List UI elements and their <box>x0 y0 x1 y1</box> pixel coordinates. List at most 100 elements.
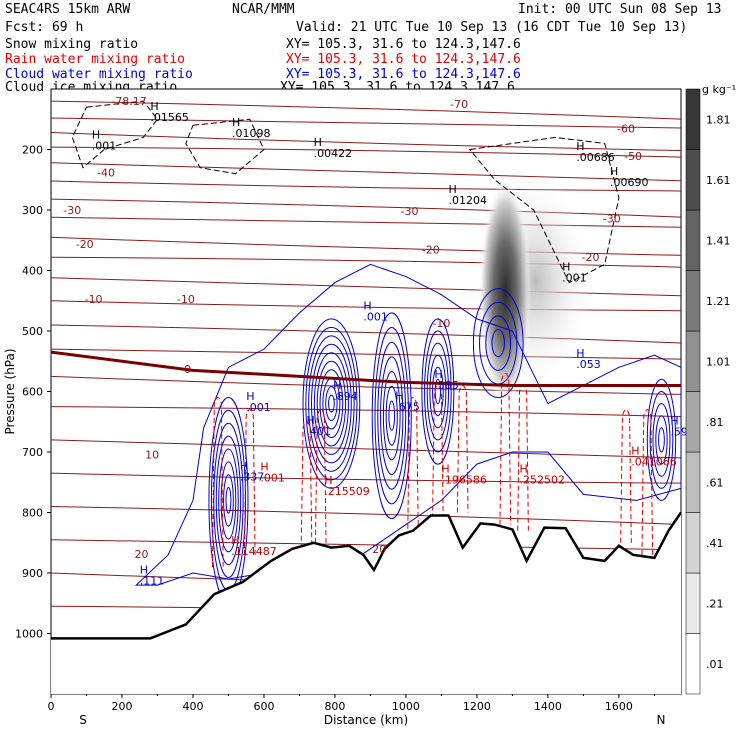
freezing-level-line <box>51 350 681 387</box>
isotherm-line <box>51 505 681 525</box>
isotherm-label: 0 <box>184 363 191 376</box>
cloud-water-contour <box>223 474 234 527</box>
maximum-value-label: .111 <box>140 574 165 587</box>
cloud-water-contour <box>485 315 512 371</box>
cloud-water-contour <box>319 369 344 438</box>
x-axis-title: Distance (km) <box>324 713 408 727</box>
maximum-marker: H <box>441 462 449 475</box>
maximum-value-label: .196586 <box>441 473 487 486</box>
isotherm-line <box>51 100 681 120</box>
colorbar-swatch <box>685 270 701 332</box>
maximum-value-label: .001 <box>246 401 271 414</box>
maximum-marker: H <box>363 300 371 313</box>
cloud-water-contour <box>432 366 444 417</box>
cloud-water-contour <box>658 427 665 453</box>
maximum-marker: H <box>434 368 442 381</box>
valid-time: Valid: 21 UTC Tue 10 Sep 13 (16 CDT Tue … <box>296 20 688 35</box>
rain-water-contour <box>243 409 256 555</box>
maximum-marker: H <box>631 444 639 457</box>
maximum-marker: H <box>324 474 332 487</box>
maximum-value-label: .894 <box>333 390 358 403</box>
isotherm-line <box>51 439 681 459</box>
x-tick-label: 800 <box>324 700 345 713</box>
colorbar-label: .61 <box>706 476 724 489</box>
maximum-value-label: .675 <box>395 400 420 413</box>
field-xy-rain: XY= 105.3, 31.6 to 124.3,147.6 <box>286 52 521 67</box>
maximum-value-label: .053 <box>576 358 601 371</box>
isotherm-label: 10 <box>145 448 159 461</box>
snow-shading-core <box>479 179 532 404</box>
colorbar-label: .01 <box>706 658 724 671</box>
colorbar-swatch <box>685 572 701 634</box>
maximum-value-label: .001 <box>562 271 587 284</box>
x-tick-label: 1400 <box>534 700 562 713</box>
maximum-value-label: .252502 <box>520 473 566 486</box>
cloud-water-contour <box>328 394 335 413</box>
isotherm-line <box>51 117 681 129</box>
isotherm-line <box>51 132 681 152</box>
maximum-marker: H <box>395 389 403 402</box>
y-tick-label: 700 <box>22 446 43 459</box>
maximum-marker: H <box>562 260 570 273</box>
maximum-value-label: .337 <box>240 470 265 483</box>
cloud-ice-contour <box>185 118 265 175</box>
colorbar-swatch <box>685 451 701 513</box>
maximum-marker: H <box>140 563 148 576</box>
maximum-marker: H <box>150 100 158 113</box>
cloud-water-contour <box>655 415 668 465</box>
isotherm-label: -70 <box>450 98 468 111</box>
y-tick-label: 1000 <box>15 628 43 641</box>
colorbar-label: 1.61 <box>706 174 731 187</box>
colorbar-swatch <box>685 391 701 453</box>
colorbar-swatch <box>685 209 701 271</box>
maximum-value-label: .041066 <box>631 455 677 468</box>
cloud-water-contour <box>325 386 338 422</box>
cloud-water-contour <box>388 400 396 431</box>
south-end-label: S <box>79 713 87 727</box>
cloud-water-contour <box>374 327 409 505</box>
maximum-value-label: .01098 <box>232 127 271 140</box>
cloud-water-contour <box>434 378 442 405</box>
maximum-value-label: .00686 <box>576 151 615 164</box>
model-title: SEAC4RS 15km ARW <box>5 2 131 17</box>
colorbar-swatch <box>685 88 701 150</box>
cloud-water-contour <box>429 354 447 429</box>
maximum-marker: H <box>260 461 268 474</box>
cloud-water-contour <box>313 352 349 455</box>
y-tick-label: 800 <box>22 507 43 520</box>
north-end-label: N <box>657 713 666 727</box>
rain-water-contour <box>641 409 654 555</box>
field-name-rain: Rain water mixing ratio <box>5 52 186 67</box>
cloud-water-contour <box>424 330 452 453</box>
maximum-marker: H <box>92 129 100 142</box>
isotherm-line <box>51 216 681 228</box>
cloud-water-contour <box>371 312 412 520</box>
isotherm-label: -20 <box>422 243 440 256</box>
colorbar-unit: g kg⁻¹ <box>702 83 736 96</box>
cloud-water-contour <box>646 378 677 501</box>
cloud-water-contour <box>385 385 398 446</box>
x-tick-label: 200 <box>111 700 132 713</box>
isotherm-label: -60 <box>617 122 635 135</box>
cloud-water-contour <box>225 487 232 514</box>
cloud-ice-contour <box>468 136 620 284</box>
colorbar-label: 1.21 <box>706 295 731 308</box>
isotherm-line <box>51 180 681 192</box>
colorbar-swatch <box>685 512 701 574</box>
isotherm-label: -30 <box>603 212 621 225</box>
rain-water-contour <box>211 397 224 567</box>
isotherm-label: -78.17 <box>111 95 146 108</box>
x-tick-label: 1600 <box>605 700 633 713</box>
cloud-water-contour <box>491 328 505 358</box>
cloud-ice-contour <box>71 100 159 169</box>
isotherm-label: -50 <box>624 150 642 163</box>
x-tick-label: 600 <box>253 700 274 713</box>
isotherm-line <box>51 406 681 418</box>
y-tick-label: 900 <box>22 567 43 580</box>
x-tick-label: 1000 <box>392 700 420 713</box>
isotherm-label: -10 <box>85 293 103 306</box>
maximum-value-label: .001 <box>363 311 388 324</box>
forecast-hour: Fcst: 69 h <box>5 20 84 35</box>
cloud-water-contour <box>215 435 242 566</box>
